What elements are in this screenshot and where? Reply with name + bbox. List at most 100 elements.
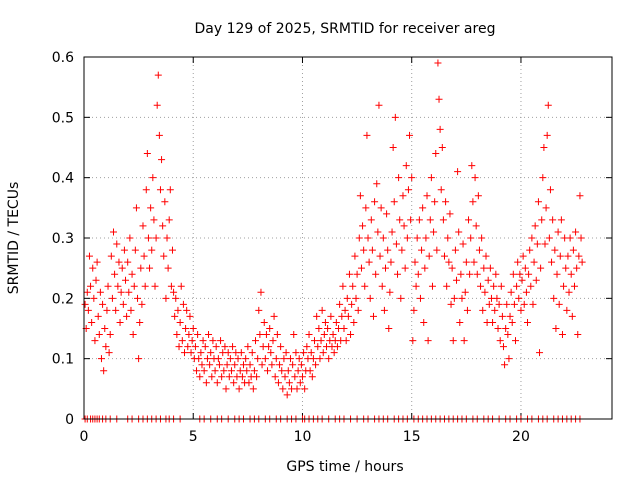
data-point bbox=[562, 264, 570, 272]
data-point bbox=[217, 337, 225, 345]
data-point bbox=[450, 294, 458, 302]
plot-frame bbox=[83, 56, 613, 420]
data-point bbox=[256, 331, 264, 339]
data-point bbox=[448, 264, 456, 272]
data-point bbox=[576, 192, 584, 200]
data-point bbox=[257, 288, 265, 296]
x-tick-label: 10 bbox=[294, 429, 312, 445]
data-point bbox=[536, 349, 544, 357]
data-point bbox=[100, 367, 108, 375]
data-point bbox=[108, 294, 116, 302]
data-point bbox=[449, 337, 457, 345]
data-point bbox=[102, 343, 110, 351]
data-point bbox=[400, 222, 408, 230]
data-point bbox=[236, 367, 244, 375]
data-point bbox=[347, 331, 355, 339]
data-point bbox=[517, 306, 525, 314]
data-point bbox=[151, 282, 159, 290]
data-point bbox=[391, 113, 399, 121]
data-point bbox=[407, 216, 415, 224]
data-point bbox=[484, 276, 492, 284]
data-point bbox=[144, 234, 152, 242]
data-point bbox=[199, 337, 207, 345]
data-point bbox=[507, 288, 515, 296]
data-point bbox=[503, 300, 511, 308]
data-point bbox=[276, 361, 284, 369]
data-point bbox=[166, 186, 174, 194]
data-point bbox=[432, 150, 440, 158]
data-point bbox=[368, 246, 376, 254]
data-point bbox=[379, 234, 387, 242]
data-point bbox=[460, 337, 468, 345]
data-point bbox=[142, 186, 150, 194]
data-point bbox=[176, 318, 184, 326]
data-point bbox=[131, 246, 139, 254]
data-point bbox=[156, 186, 164, 194]
data-point bbox=[126, 234, 134, 242]
data-point bbox=[87, 282, 95, 290]
data-point bbox=[107, 252, 115, 260]
data-point bbox=[175, 343, 183, 351]
data-points bbox=[81, 59, 586, 423]
data-point bbox=[369, 312, 377, 320]
data-point bbox=[163, 234, 171, 242]
data-point bbox=[167, 282, 175, 290]
data-point bbox=[153, 101, 161, 109]
data-point bbox=[343, 294, 351, 302]
data-point bbox=[119, 300, 127, 308]
data-point bbox=[475, 246, 483, 254]
data-point bbox=[510, 300, 518, 308]
data-point bbox=[380, 306, 388, 314]
data-point bbox=[244, 343, 252, 351]
data-point bbox=[387, 258, 395, 266]
data-point bbox=[114, 282, 122, 290]
data-point bbox=[511, 337, 519, 345]
data-point bbox=[518, 276, 526, 284]
data-point bbox=[411, 258, 419, 266]
data-point bbox=[566, 234, 574, 242]
data-point bbox=[139, 222, 147, 230]
x-axis-label: GPS time / hours bbox=[286, 459, 403, 475]
data-point bbox=[245, 379, 253, 387]
data-point bbox=[357, 264, 365, 272]
data-point bbox=[177, 282, 185, 290]
data-point bbox=[408, 174, 416, 182]
x-tick-label: 15 bbox=[403, 429, 421, 445]
data-point bbox=[206, 361, 214, 369]
data-point bbox=[351, 252, 359, 260]
data-point bbox=[99, 300, 107, 308]
data-point bbox=[250, 367, 258, 375]
data-point bbox=[474, 192, 482, 200]
data-point bbox=[406, 131, 414, 139]
data-point bbox=[471, 174, 479, 182]
data-point bbox=[467, 234, 475, 242]
data-point bbox=[269, 337, 277, 345]
data-point bbox=[223, 361, 231, 369]
data-point bbox=[182, 325, 190, 332]
data-point bbox=[349, 282, 357, 290]
data-point bbox=[235, 385, 243, 393]
data-point bbox=[318, 306, 326, 314]
data-point bbox=[158, 156, 166, 164]
data-point bbox=[315, 325, 323, 332]
data-point bbox=[502, 325, 510, 332]
data-point bbox=[265, 343, 273, 351]
data-point bbox=[262, 331, 270, 339]
data-point bbox=[316, 355, 324, 363]
data-point bbox=[427, 174, 435, 182]
data-point bbox=[505, 355, 513, 363]
data-point bbox=[531, 222, 539, 230]
data-point bbox=[193, 367, 201, 375]
data-point bbox=[384, 246, 392, 254]
data-point bbox=[291, 373, 299, 381]
data-point bbox=[185, 331, 193, 339]
data-point bbox=[433, 246, 441, 254]
data-point bbox=[419, 204, 427, 212]
data-point bbox=[129, 331, 137, 339]
data-point bbox=[532, 276, 540, 284]
data-point bbox=[81, 300, 89, 308]
y-tick-label: 0.6 bbox=[52, 50, 74, 66]
data-point bbox=[412, 282, 420, 290]
data-point bbox=[482, 252, 490, 260]
data-point bbox=[486, 264, 494, 272]
